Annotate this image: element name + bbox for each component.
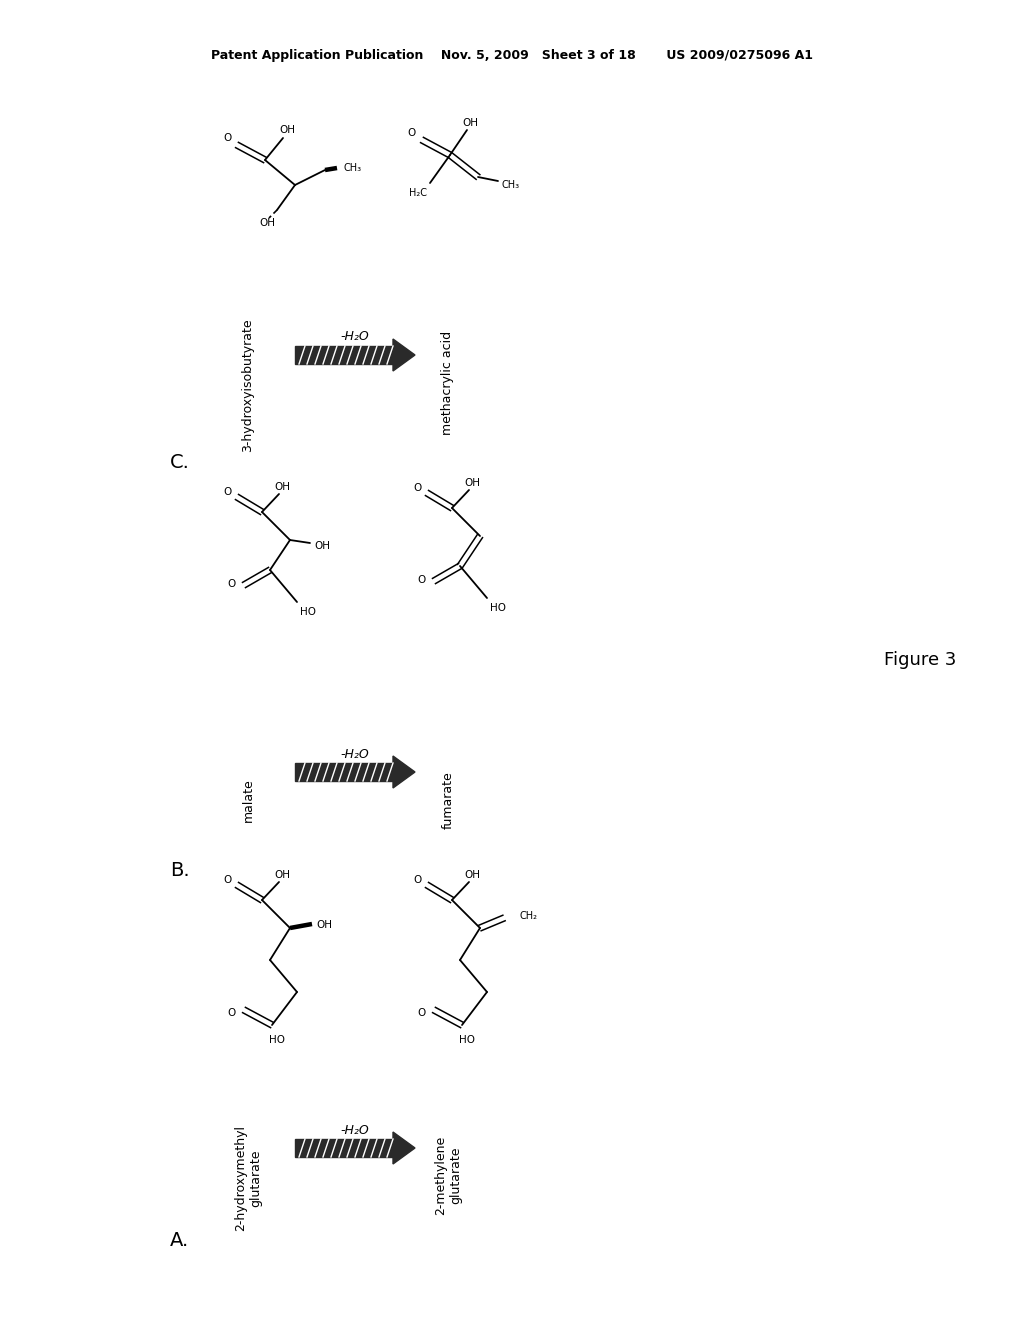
Text: -H₂O: -H₂O	[341, 330, 370, 343]
Text: -H₂O: -H₂O	[341, 1123, 370, 1137]
Text: HO: HO	[490, 603, 506, 612]
Text: O: O	[223, 133, 231, 143]
Text: O: O	[418, 1008, 426, 1018]
Text: HO: HO	[269, 1035, 285, 1045]
Text: A.: A.	[170, 1230, 189, 1250]
Text: malate: malate	[242, 777, 255, 822]
Text: O: O	[408, 128, 416, 139]
Text: OH: OH	[464, 870, 480, 880]
Text: O: O	[223, 875, 231, 884]
Polygon shape	[393, 756, 415, 788]
Text: OH: OH	[464, 478, 480, 488]
Text: 2-methylene
glutarate: 2-methylene glutarate	[434, 1135, 462, 1214]
Text: 2-hydroxymethyl
glutarate: 2-hydroxymethyl glutarate	[234, 1125, 262, 1232]
Text: CH₂: CH₂	[520, 911, 538, 921]
Text: O: O	[228, 579, 237, 589]
Text: Figure 3: Figure 3	[884, 651, 956, 669]
Polygon shape	[393, 1133, 415, 1164]
Text: H₂C: H₂C	[409, 187, 427, 198]
Text: CH₃: CH₃	[343, 162, 361, 173]
Text: C.: C.	[170, 453, 189, 471]
Bar	[295, 763, 393, 781]
Text: -H₂O: -H₂O	[341, 747, 370, 760]
Text: OH: OH	[316, 920, 332, 931]
Polygon shape	[393, 339, 415, 371]
Text: O: O	[223, 487, 231, 498]
Text: 3-hydroxyisobutyrate: 3-hydroxyisobutyrate	[242, 318, 255, 451]
Bar	[295, 1139, 393, 1158]
Text: CH₃: CH₃	[502, 180, 520, 190]
Text: OH: OH	[274, 870, 290, 880]
Text: O: O	[413, 875, 421, 884]
Text: OH: OH	[462, 117, 478, 128]
Text: OH: OH	[274, 482, 290, 492]
Text: OH: OH	[314, 541, 330, 550]
Text: Patent Application Publication    Nov. 5, 2009   Sheet 3 of 18       US 2009/027: Patent Application Publication Nov. 5, 2…	[211, 49, 813, 62]
Text: HO: HO	[459, 1035, 475, 1045]
Text: O: O	[413, 483, 421, 492]
Bar	[295, 346, 393, 364]
Text: methacrylic acid: methacrylic acid	[441, 331, 455, 436]
Text: B.: B.	[170, 861, 189, 879]
Text: O: O	[228, 1008, 237, 1018]
Text: HO: HO	[300, 607, 316, 616]
Text: fumarate: fumarate	[441, 771, 455, 829]
Text: OH: OH	[279, 125, 295, 135]
Text: OH: OH	[259, 218, 275, 228]
Text: O: O	[418, 576, 426, 585]
